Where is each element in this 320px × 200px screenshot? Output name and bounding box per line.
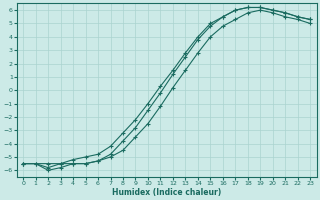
X-axis label: Humidex (Indice chaleur): Humidex (Indice chaleur) — [112, 188, 221, 197]
